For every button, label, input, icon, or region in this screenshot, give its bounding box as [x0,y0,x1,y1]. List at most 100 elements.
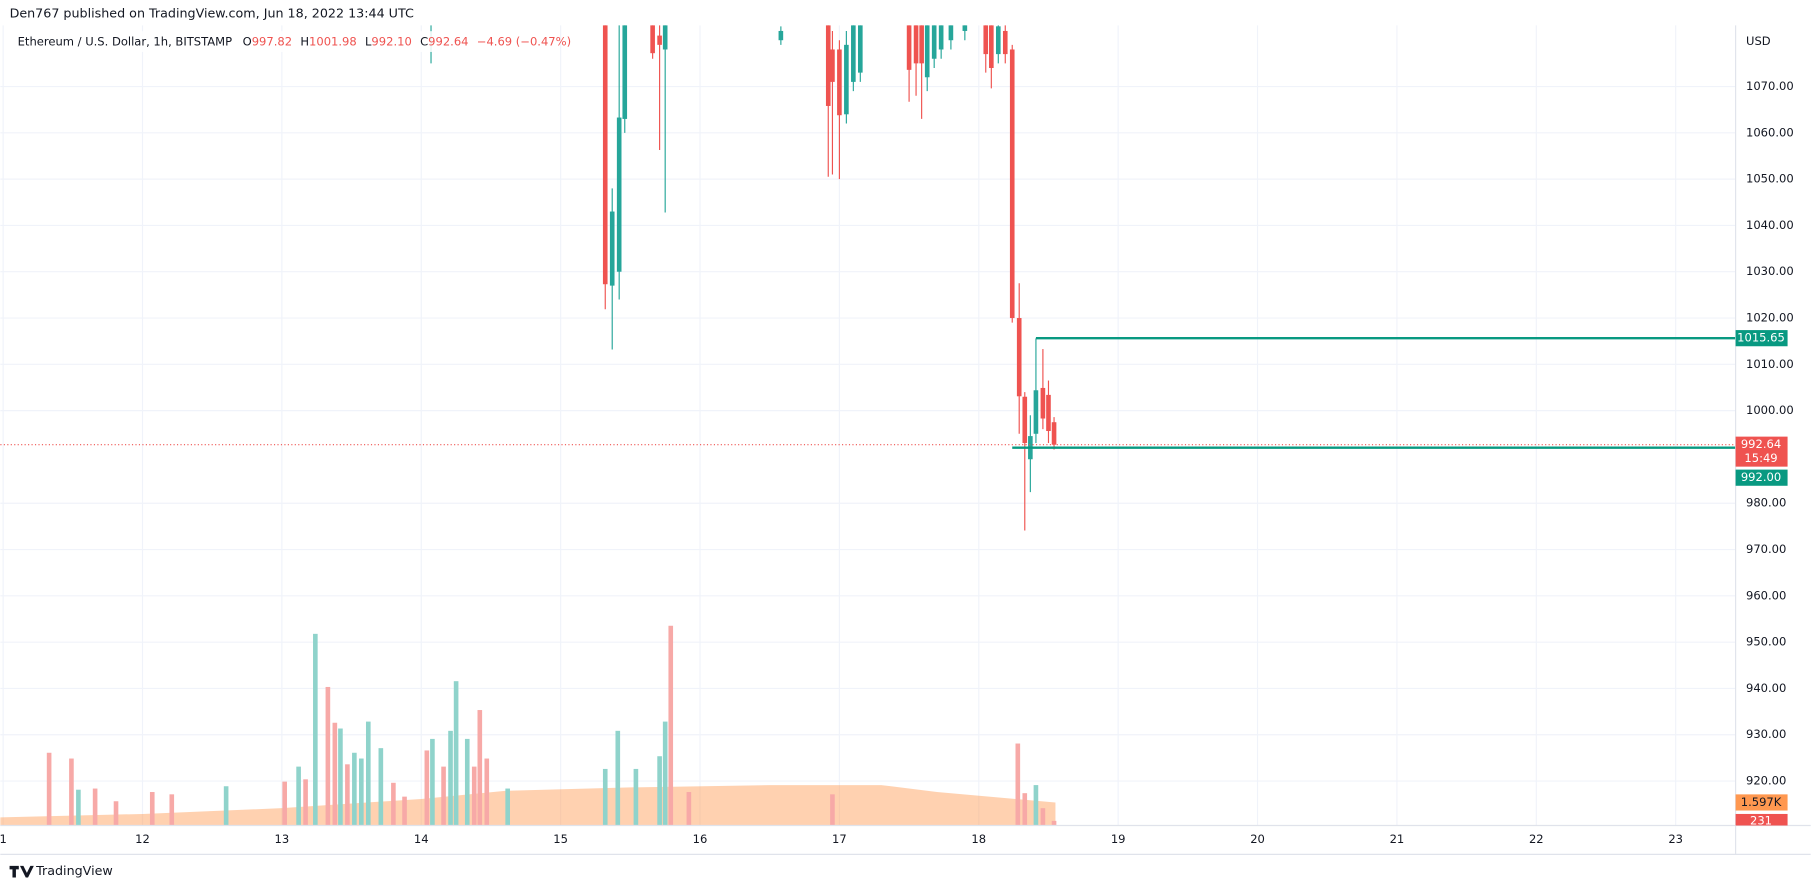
candle-body [844,44,849,115]
volume-ma-tag [1735,794,1788,811]
publish-info: Den767 published on TradingView.com, Jun… [10,5,414,20]
volume-tag [1735,813,1788,826]
volume-bar [325,686,331,826]
volume-bar [365,721,371,826]
axis-unit: USD [1746,34,1771,48]
candle-body [1009,49,1015,319]
volume-bar [169,794,175,826]
volume-bar [338,728,343,826]
volume-bar [76,789,81,826]
symbol: Ethereum / U.S. Dollar, 1h, BITSTAMP [18,34,232,48]
volume-bar [69,758,74,826]
candle-body [662,25,668,50]
x-tick-label: 12 [135,832,150,846]
x-tick-label: 16 [693,832,708,846]
high-label: H [300,34,309,48]
y-tick-label: 980.00 [1746,496,1786,510]
y-tick-label: 1030.00 [1746,264,1794,278]
axes: 920.00 930.00 940.00 950.00 960.00 970.00 980.… [0,79,1794,846]
level-label: 992.00 [1741,470,1781,484]
candle-body [995,26,1001,55]
volume-bar [1051,820,1057,826]
low-value: 992.10 [371,34,411,48]
volume-bar [378,748,384,826]
high-value: 1001.98 [309,34,357,48]
candle-body [948,25,954,41]
volume-bar [830,794,835,826]
candle-body [778,30,784,41]
x-tick-label: 17 [832,832,847,846]
candle-body [1051,422,1057,445]
candles [430,25,1057,531]
close-value: 992.64 [428,34,468,48]
y-tick-label: 950.00 [1746,635,1786,649]
candle-body [858,25,863,73]
legend-bg [9,31,518,52]
candle-body [924,25,930,78]
y-tick-label: 1070.00 [1746,79,1794,93]
candle-body [931,25,937,59]
countdown-label: 15:49 [1744,451,1777,465]
volume-bar [1033,785,1039,826]
y-tick-label: 1050.00 [1746,172,1794,186]
x-tick-label: 14 [414,832,429,846]
volume-bar [602,768,608,826]
volume-bar [657,756,662,826]
volume-bar [633,768,639,826]
x-tick-label: 18 [971,832,986,846]
volume-bar [149,792,155,826]
candle-body [938,25,944,50]
volume-bar [477,710,483,826]
volume-bar [615,730,621,826]
candle-body [1033,390,1039,434]
volume-bar [1015,743,1021,826]
x-tick-label: 1 [0,832,7,846]
volume-bar [424,750,430,826]
candle-body [1046,394,1051,432]
candle-body [825,25,831,106]
volume-bar [505,788,510,826]
volume-bar [303,779,308,826]
brand: TradingView [35,863,113,878]
volume-bar [448,730,453,826]
volume-label: 231 [1750,813,1772,827]
candle-body [851,25,856,82]
volume-pane [0,625,1057,826]
candle-body [983,25,989,55]
volume-bar [359,758,364,826]
logo [9,865,34,878]
y-tick-label: 920.00 [1746,774,1786,788]
x-tick-label: 23 [1668,832,1683,846]
level-tag [1735,469,1788,486]
volume-bar [113,801,119,826]
volume-bar [92,788,98,826]
volume-bar [352,752,357,826]
volume-bar [296,766,301,826]
grid [0,25,1736,826]
x-tick-label: 15 [553,832,568,846]
candle-body [913,25,919,64]
volume-bar [662,721,668,826]
last-price-label: 992.64 [1741,437,1781,451]
volume-ma-label: 1.597K [1741,795,1782,809]
volume-bar [464,738,470,826]
y-tick-label: 1010.00 [1746,357,1794,371]
volume-bar [313,633,318,826]
y-tick-label: 1060.00 [1746,125,1794,139]
y-tick-label: 1020.00 [1746,311,1794,325]
x-tick-label: 13 [275,832,290,846]
open-value: 997.82 [252,34,292,48]
change-value: −4.69 (−0.47%) [477,34,571,48]
candle-body [609,211,615,286]
y-tick-label: 1040.00 [1746,218,1794,232]
low-label: L [365,34,372,48]
candle-body [622,25,628,119]
level-tag [1735,330,1788,347]
volume-bar [686,792,692,826]
volume-bar [430,738,435,826]
volume-bar [332,722,338,826]
volume-bar [345,764,350,826]
candle-body [1040,387,1046,419]
open-label: O [243,34,252,48]
